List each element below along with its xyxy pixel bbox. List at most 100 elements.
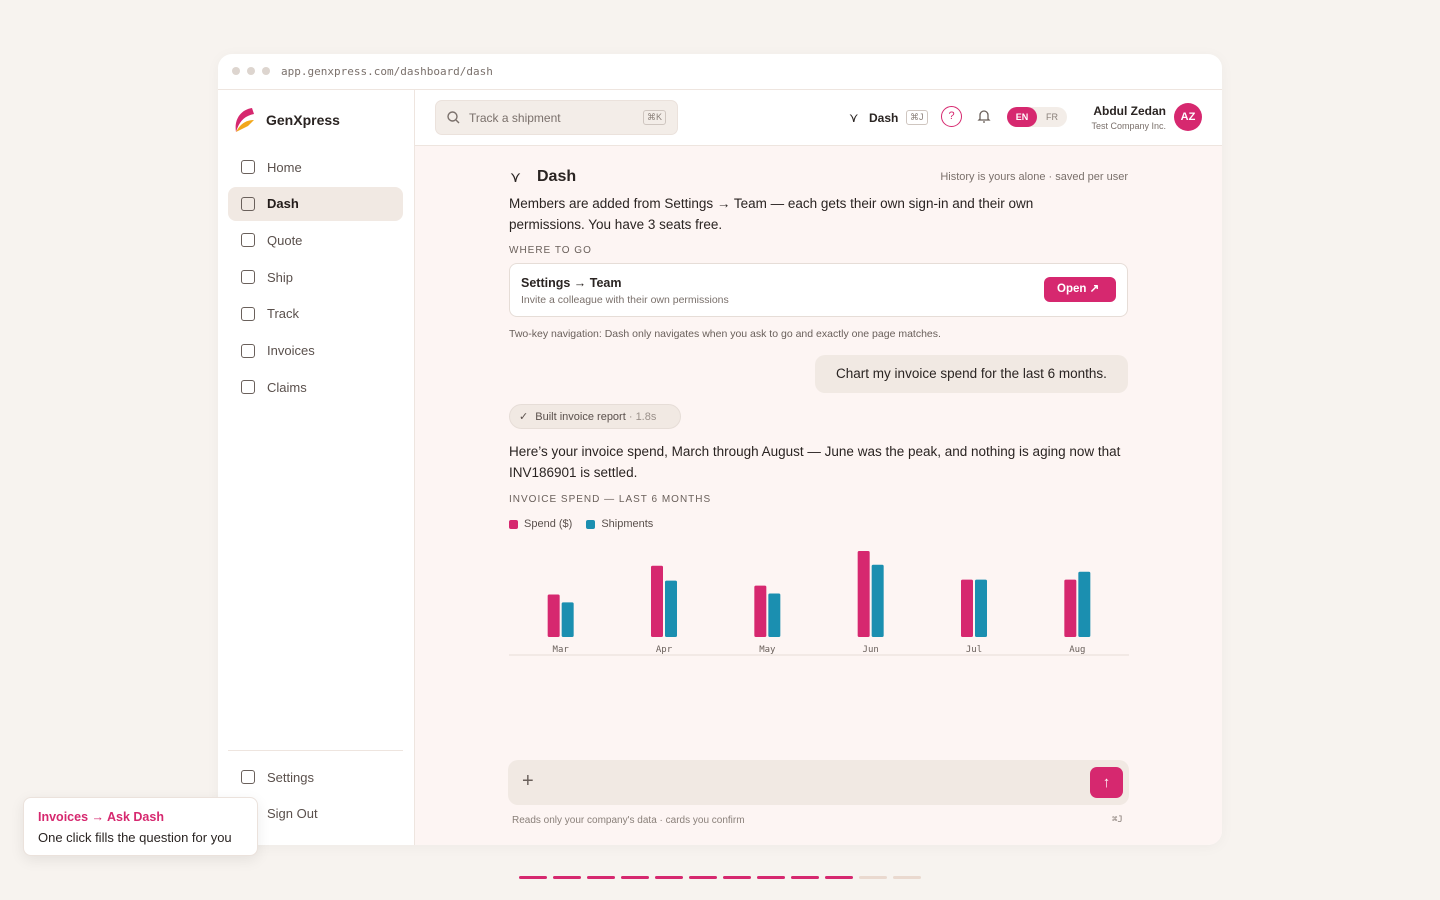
bar <box>1064 579 1077 637</box>
legend-item: Shipments <box>586 518 653 530</box>
sidebar: GenXpress Home Dash Quote Ship Track Invoices… <box>218 90 415 845</box>
section-label: WHERE TO GO <box>509 245 592 256</box>
open-label: Open <box>1057 283 1087 295</box>
legend-label: Shipments <box>601 518 654 530</box>
history-note: History is yours alone · saved per user <box>940 171 1128 183</box>
url: app.genxpress.com/dashboard/dash <box>281 65 493 78</box>
progress-segment <box>893 876 921 879</box>
bar <box>871 564 884 637</box>
search[interactable]: Track a shipment ⌘K <box>435 100 678 135</box>
legend-item: Spend ($) <box>509 518 572 530</box>
language[interactable]: EN <box>1007 107 1037 127</box>
legend-swatch <box>509 519 518 529</box>
tool-time: · 1.8s <box>628 411 657 423</box>
nav-icon <box>241 380 255 395</box>
main <box>415 146 1222 845</box>
chart-title: INVOICE SPEND — LAST 6 MONTHS <box>509 494 712 505</box>
tooltip-title: Invoices → Ask Dash <box>38 810 164 824</box>
nav-label: Home <box>267 159 302 175</box>
address-bar: app.genxpress.com/dashboard/dash <box>218 54 1222 90</box>
shortcut: ⌘K <box>643 110 667 125</box>
nav-label: Dash <box>267 196 299 212</box>
link-title: Settings → Team <box>521 276 622 290</box>
progress-segment <box>587 876 615 879</box>
brand: GenXpress <box>266 112 340 128</box>
progress-segment <box>757 876 785 879</box>
nav-item[interactable]: Settings <box>228 760 403 794</box>
chart: Mar Apr May Jun Jul Aug <box>509 550 1129 656</box>
nav-icon <box>241 233 255 248</box>
browser-window: app.genxpress.com/dashboard/dash GenXpre… <box>218 54 1222 845</box>
user-company: Test Company Inc. <box>1091 121 1166 131</box>
progress-segment <box>621 876 649 879</box>
bar <box>754 585 767 637</box>
bar <box>651 565 663 637</box>
nav-label: Claims <box>267 379 307 395</box>
nav-item[interactable]: Track <box>228 297 403 331</box>
nav-label: Quote <box>267 232 303 248</box>
composer[interactable]: + ↑ <box>508 760 1129 805</box>
open-button[interactable]: Open ↗ <box>1044 277 1116 302</box>
nav-icon <box>241 306 255 321</box>
nav-icon <box>241 770 255 784</box>
bar <box>561 602 574 637</box>
nav-note: Two-key navigation: Dash only navigates … <box>509 328 941 340</box>
dash-button[interactable]: Dash <box>869 111 899 125</box>
send-button[interactable]: ↑ <box>1090 767 1123 798</box>
nav-label: Ship <box>267 269 294 285</box>
nav-icon <box>241 270 255 285</box>
progress-segment <box>519 876 547 879</box>
bar <box>665 580 677 637</box>
progress-segment <box>723 876 751 879</box>
bar <box>857 550 870 637</box>
tool-label: Built invoice report <box>535 411 626 423</box>
x-tick-label: Apr <box>656 645 673 655</box>
bar <box>975 579 987 637</box>
dash-icon: ⋎ <box>849 110 859 125</box>
search-placeholder: Track a shipment <box>469 111 561 125</box>
bell[interactable] <box>977 108 991 124</box>
nav-label: Track <box>267 306 300 322</box>
progress-segment <box>859 876 887 879</box>
shortcut: ⌘J <box>906 110 928 125</box>
x-tick-label: Aug <box>1069 645 1085 655</box>
progress-segment <box>825 876 853 879</box>
help[interactable]: ? <box>941 106 962 127</box>
x-tick-label: May <box>759 645 776 655</box>
bar <box>547 594 560 637</box>
dash-icon: ⋎ <box>510 169 521 186</box>
bar <box>1078 571 1091 637</box>
language[interactable]: FR <box>1046 112 1058 122</box>
bar <box>961 579 973 637</box>
progress-segment <box>689 876 717 879</box>
composer-shortcut: ⌘J <box>1112 815 1123 825</box>
conversation-title: Dash <box>537 168 577 185</box>
link-card: Settings → Team Invite a colleague with … <box>509 263 1128 317</box>
progress-segment <box>655 876 683 879</box>
avatar[interactable]: AZ <box>1174 103 1202 131</box>
user-message: Chart my invoice spend for the last 6 mo… <box>815 355 1128 393</box>
nav-icon <box>241 343 255 358</box>
x-tick-label: Jun <box>863 645 879 655</box>
progress-segment <box>791 876 819 879</box>
legend: Spend ($) Shipments <box>509 518 653 530</box>
tooltip-text: One click fills the question for you <box>38 830 232 845</box>
reply: Here’s your invoice spend, March through… <box>509 444 1121 480</box>
message-text: Members are added from Settings → Team —… <box>509 196 1034 232</box>
nav-item[interactable]: Home <box>228 150 403 184</box>
nav-item[interactable]: Invoices <box>228 334 403 368</box>
nav-item[interactable]: Dash <box>228 186 403 221</box>
nav-label: Sign Out <box>267 806 318 822</box>
nav-label: Settings <box>267 769 314 785</box>
tooltip: Invoices → Ask Dash One click fills the … <box>23 797 258 856</box>
link-subtitle: Invite a colleague with their own permis… <box>521 294 729 306</box>
language-toggle: EN FR <box>1007 107 1067 127</box>
progress-segment <box>553 876 581 879</box>
nav-item[interactable]: Ship <box>228 260 403 294</box>
tool-status: ✓ Built invoice report · 1.8s <box>509 404 681 429</box>
nav-label: Invoices <box>267 343 315 358</box>
nav-item[interactable]: Claims <box>228 370 403 404</box>
logo <box>235 108 254 132</box>
nav-item[interactable]: Quote <box>228 223 403 257</box>
